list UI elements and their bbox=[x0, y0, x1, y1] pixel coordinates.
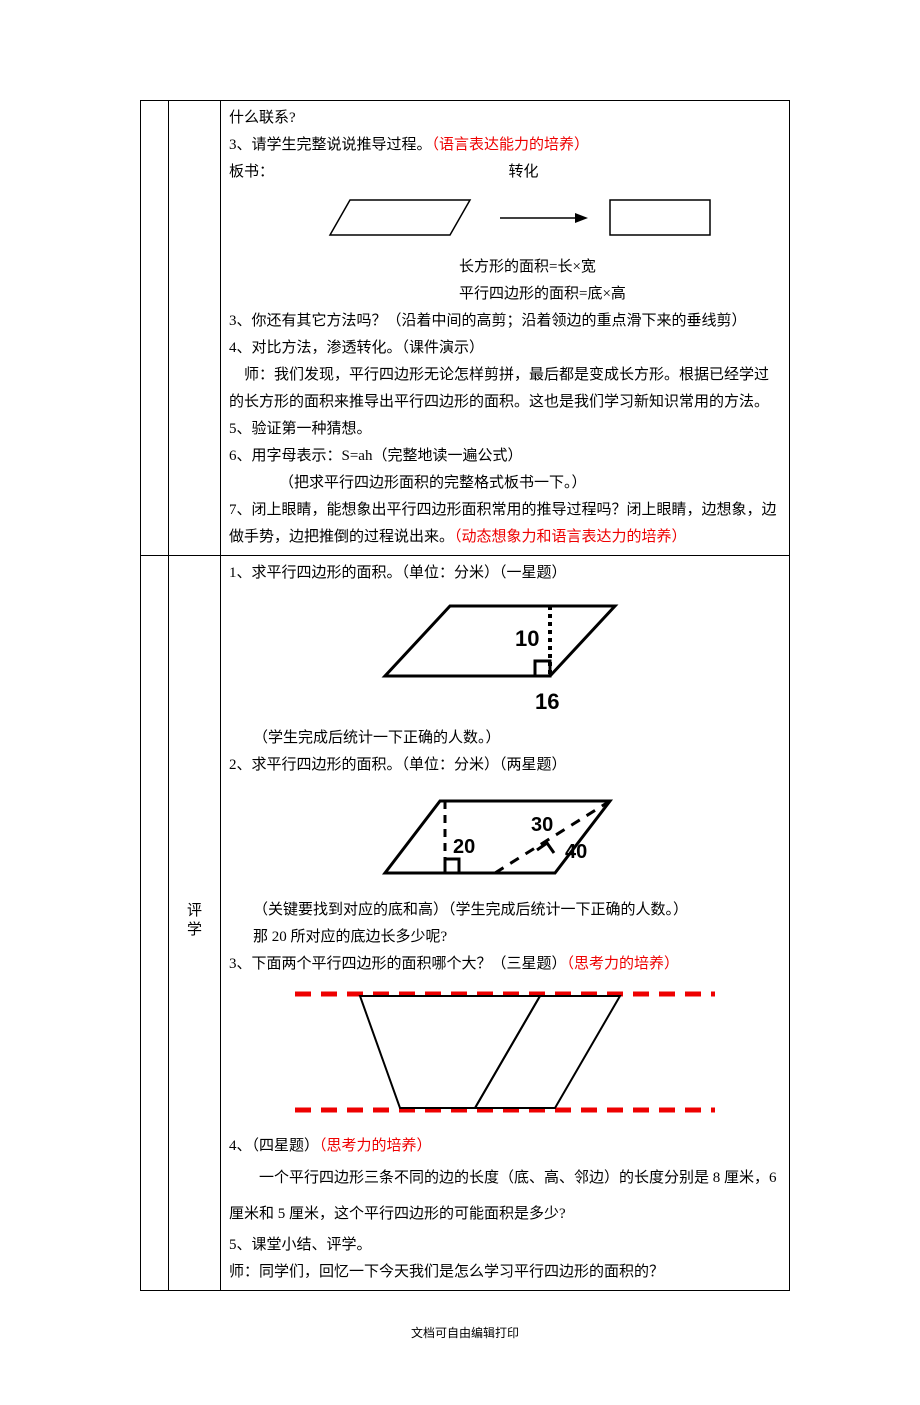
line4: 4、对比方法，渗透转化。（课件演示） bbox=[229, 335, 781, 362]
p4-note: （思考力的培养） bbox=[319, 1138, 432, 1154]
line3-note: （语言表达能力的培养） bbox=[432, 137, 590, 153]
p4a: 一个平行四边形三条不同的边的长度（底、高、邻边）的长度分别是 8 厘米，6 厘米… bbox=[229, 1160, 781, 1232]
p4-text: 4、（四星题） bbox=[229, 1138, 319, 1154]
fig1-b: 16 bbox=[535, 689, 559, 714]
line6a: （把求平行四边形面积的完整格式板书一下。） bbox=[229, 470, 781, 497]
para-formula: 平行四边形的面积=底×高 bbox=[229, 281, 781, 308]
transform-diagram bbox=[290, 190, 720, 250]
section2-label: 评学 bbox=[187, 902, 202, 941]
fig2-40: 40 bbox=[565, 841, 587, 863]
figure-1: 10 16 bbox=[355, 591, 655, 721]
p2b: 那 20 所对应的底边长多少呢? bbox=[229, 924, 781, 951]
p4: 4、（四星题）（思考力的培养） bbox=[229, 1133, 781, 1160]
line6: 6、用字母表示：S=ah（完整地读一遍公式） bbox=[229, 443, 781, 470]
rect-formula: 长方形的面积=长×宽 bbox=[229, 254, 781, 281]
p1: 1、求平行四边形的面积。（单位：分米）（一星题） bbox=[229, 560, 781, 587]
figure-2: 20 30 40 bbox=[355, 783, 655, 893]
line7: 7、闭上眼睛，能想象出平行四边形面积常用的推导过程吗？闭上眼睛，边想象，边做手势… bbox=[229, 497, 781, 551]
line4a: 师：我们发现，平行四边形无论怎样剪拼，最后都是变成长方形。根据已经学过的长方形的… bbox=[229, 362, 781, 416]
p3: 3、下面两个平行四边形的面积哪个大？（三星题）（思考力的培养） bbox=[229, 951, 781, 978]
line7-note: （动态想象力和语言表达力的培养） bbox=[454, 529, 687, 545]
p3-note: （思考力的培养） bbox=[567, 956, 680, 972]
p2: 2、求平行四边形的面积。（单位：分米）（两星题） bbox=[229, 752, 781, 779]
p2a: （关键要找到对应的底和高）（学生完成后统计一下正确的人数。） bbox=[229, 897, 781, 924]
fig1-h: 10 bbox=[515, 626, 539, 651]
board-row: 板书： 转化 bbox=[229, 159, 781, 186]
p5a: 师：同学们，回忆一下今天我们是怎么学习平行四边形的面积的？ bbox=[229, 1259, 781, 1286]
p1a: （学生完成后统计一下正确的人数。） bbox=[229, 725, 781, 752]
line3: 3、请学生完整说说推导过程。（语言表达能力的培养） bbox=[229, 132, 781, 159]
q-link: 什么联系? bbox=[229, 105, 781, 132]
line5: 5、验证第一种猜想。 bbox=[229, 416, 781, 443]
fig2-20: 20 bbox=[453, 836, 475, 858]
p3-text: 3、下面两个平行四边形的面积哪个大？（三星题） bbox=[229, 956, 567, 972]
transform-label: 转化 bbox=[509, 164, 539, 180]
fig2-30: 30 bbox=[531, 814, 553, 836]
board-label: 板书： bbox=[229, 159, 281, 186]
line3b: 3、你还有其它方法吗？（沿着中间的高剪；沿着领边的重点滑下来的垂线剪） bbox=[229, 308, 781, 335]
p5: 5、课堂小结、评学。 bbox=[229, 1232, 781, 1259]
line3-text: 3、请学生完整说说推导过程。 bbox=[229, 137, 432, 153]
footer: 文档可自由编辑打印 bbox=[140, 1323, 790, 1345]
figure-3 bbox=[285, 982, 725, 1127]
